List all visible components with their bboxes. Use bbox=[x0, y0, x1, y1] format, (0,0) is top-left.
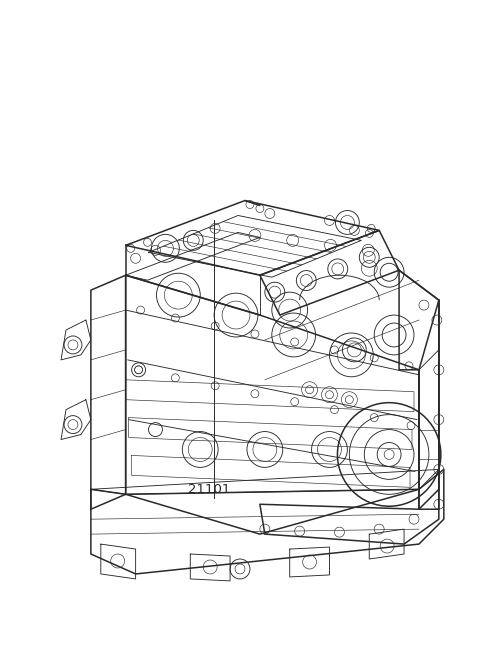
Text: 21101: 21101 bbox=[188, 483, 230, 496]
